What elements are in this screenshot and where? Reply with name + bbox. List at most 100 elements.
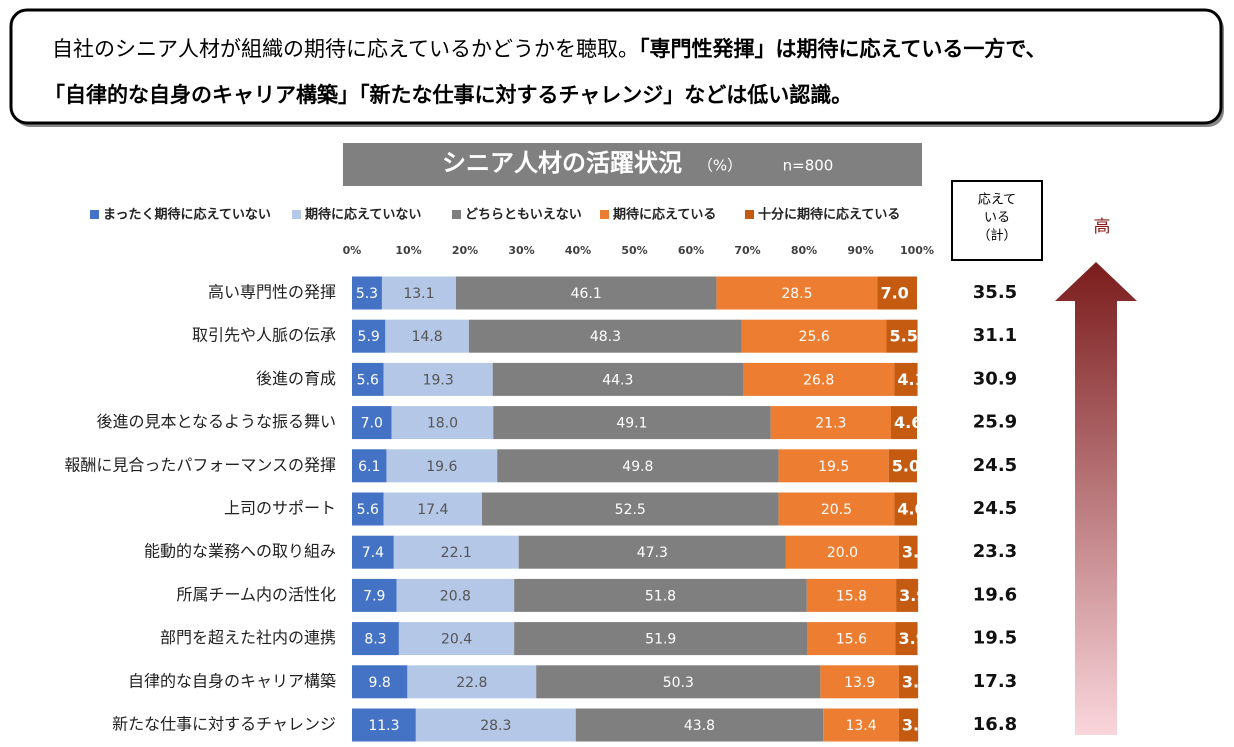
value-label: 28.5 — [781, 286, 812, 302]
total-value: 35.5 — [973, 282, 1017, 303]
value-label: 49.8 — [622, 459, 653, 475]
bar-segment — [492, 362, 743, 396]
bar-segment — [891, 406, 917, 440]
value-label: 8.3 — [364, 632, 386, 648]
value-label: 11.3 — [368, 718, 399, 734]
value-label: 44.3 — [602, 372, 633, 388]
bar-segment — [391, 406, 494, 440]
x-tick-label: 100% — [900, 244, 934, 257]
total-value: 24.5 — [973, 498, 1017, 519]
value-label: 4.6 — [894, 413, 922, 432]
value-label: 52.5 — [615, 502, 646, 518]
category-label: 取引先や人脈の伝承 — [192, 326, 336, 345]
bar-segment — [888, 449, 917, 483]
bar-segment — [806, 578, 897, 612]
value-label: 46.1 — [571, 286, 602, 302]
value-label: 5.5 — [889, 327, 917, 346]
bar-segment — [396, 578, 515, 612]
value-label: 3.9 — [899, 586, 927, 605]
bar-segment — [898, 665, 919, 699]
arrow-label: 高 — [1094, 217, 1111, 237]
legend-label: どちらともいえない — [465, 208, 582, 223]
legend-swatch — [600, 210, 609, 219]
bar-segment — [352, 319, 386, 353]
value-label: 20.5 — [821, 502, 852, 518]
bar-segment — [894, 492, 917, 526]
bar-segment — [481, 492, 779, 526]
header-line: 自社のシニア人材が組織の期待に応えているかどうかを聴取。「専門性発揮」は期待に応… — [52, 37, 1047, 61]
value-label: 18.0 — [427, 416, 458, 432]
value-label: 28.3 — [480, 718, 511, 734]
bar-segment — [896, 578, 919, 612]
value-label: 48.3 — [590, 329, 621, 345]
value-label: 3.3 — [902, 543, 930, 562]
chart-title: シニア人材の活躍状況 — [442, 149, 682, 177]
value-label: 19.5 — [818, 459, 849, 475]
legend-label: まったく期待に応えていない — [103, 207, 271, 223]
value-label: 3.4 — [902, 716, 930, 735]
value-label: 51.8 — [645, 588, 676, 604]
bar-segment — [741, 319, 887, 353]
value-label: 20.8 — [440, 588, 471, 604]
category-label: 能動的な業務への取り組み — [144, 542, 336, 561]
total-value: 19.5 — [973, 628, 1017, 649]
bar-segment — [770, 406, 892, 440]
bar-segment — [518, 535, 786, 569]
bar-segment — [514, 622, 808, 656]
bar-segment — [820, 665, 899, 699]
bar-segment — [352, 578, 397, 612]
value-label: 5.9 — [358, 329, 380, 345]
bar-segment — [536, 665, 821, 699]
legend-label: 期待に応えていない — [305, 207, 421, 223]
value-label: 4.1 — [897, 370, 925, 389]
value-label: 13.1 — [403, 286, 434, 302]
legend-swatch — [292, 210, 301, 219]
legend-swatch — [90, 210, 99, 219]
value-label: 20.0 — [827, 545, 858, 561]
total-value: 25.9 — [973, 412, 1017, 433]
value-label: 5.6 — [357, 502, 379, 518]
bar-segment — [886, 319, 918, 353]
category-label: 所属チーム内の活性化 — [176, 585, 336, 604]
header-text: 「自律的な自身のキャリア構築」「新たな仕事に対するチャレンジ」などは低い認識。 — [44, 83, 852, 107]
bar-segment — [716, 276, 878, 310]
category-label: 上司のサポート — [224, 499, 336, 518]
bar-segment — [894, 362, 918, 396]
bar-segment — [497, 449, 779, 483]
value-label: 5.3 — [356, 286, 378, 302]
bar-segment — [385, 319, 469, 353]
bar-segment — [514, 578, 807, 612]
category-label: 自律的な自身のキャリア構築 — [128, 671, 336, 690]
value-label: 49.1 — [616, 416, 647, 432]
bar-segment — [352, 708, 416, 742]
category-label: 後進の見本となるような振る舞い — [96, 412, 336, 431]
header-box — [9, 8, 1223, 125]
x-tick-label: 50% — [621, 244, 647, 257]
total-value: 16.8 — [973, 714, 1017, 735]
category-label: 新たな仕事に対するチャレンジ — [112, 715, 336, 734]
value-label: 15.8 — [836, 588, 867, 604]
legend-label: 期待に応えている — [613, 207, 716, 223]
bar-segment — [407, 665, 537, 699]
value-label: 7.4 — [362, 545, 384, 561]
value-label: 43.8 — [684, 718, 715, 734]
value-label: 51.9 — [645, 632, 676, 648]
value-label: 13.9 — [844, 675, 875, 691]
bar-segment — [898, 535, 918, 569]
bar-segment — [352, 449, 387, 483]
bar-segment — [877, 276, 917, 310]
value-label: 26.8 — [803, 372, 834, 388]
bar-segment — [742, 362, 895, 396]
total-value: 30.9 — [973, 368, 1017, 389]
arrow — [1055, 262, 1137, 735]
bar-segment — [352, 276, 382, 310]
bar-segment — [898, 708, 919, 742]
value-label: 17.4 — [417, 502, 448, 518]
value-label: 14.8 — [412, 329, 443, 345]
x-tick-label: 80% — [791, 244, 817, 257]
legend-swatch — [452, 210, 461, 219]
value-label: 19.3 — [423, 372, 454, 388]
bar-segment — [468, 319, 742, 353]
category-label: 報酬に見合ったパフォーマンスの発揮 — [64, 455, 336, 474]
